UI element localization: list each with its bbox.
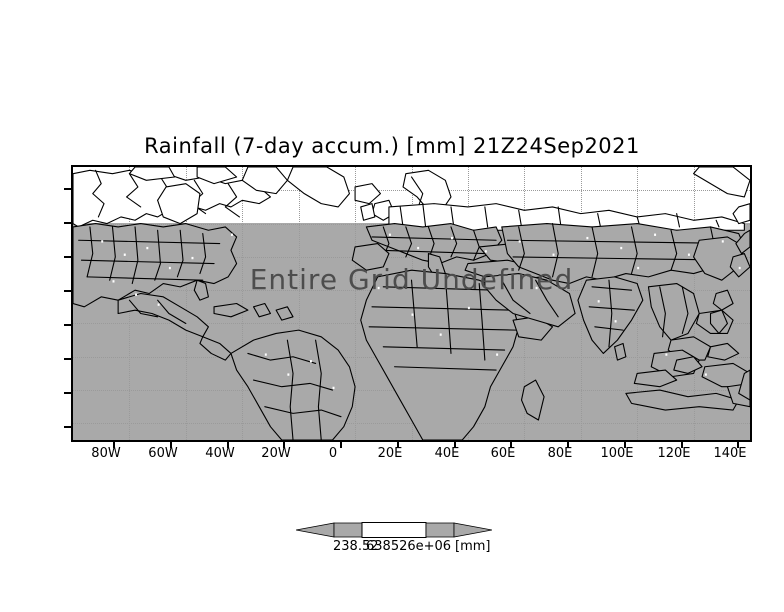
x-tick-label: 40W: [205, 446, 235, 461]
colorbar-units: [mm]: [455, 539, 491, 554]
x-tick-label: 0: [328, 446, 338, 461]
x-tick-label: 80E: [547, 446, 573, 461]
colorbar-swatch: [296, 522, 492, 538]
x-tick-label: 60W: [148, 446, 178, 461]
speckle-dots: [101, 233, 741, 390]
x-tick-label: 20W: [261, 446, 291, 461]
x-tick-label: 140E: [713, 446, 747, 461]
coastline-overlay: [73, 167, 750, 440]
colorbar-labels: 238.52 638526e+06 [mm]: [0, 539, 784, 559]
colorbar-right-value: 638526e+06: [366, 539, 452, 554]
map-clip: Entire Grid Undefined: [73, 167, 750, 440]
x-tick-label: 20E: [377, 446, 403, 461]
page-title: Rainfall (7-day accum.) [mm] 21Z24Sep202…: [144, 134, 640, 158]
x-tick-label: 100E: [600, 446, 634, 461]
map-plot-area: Entire Grid Undefined: [71, 165, 752, 442]
colorbar: [296, 518, 492, 542]
x-tick-label: 60E: [490, 446, 516, 461]
x-tick-label: 40E: [434, 446, 460, 461]
colorbar-left-value: 238.52: [333, 539, 379, 554]
x-tick-label: 80W: [91, 446, 121, 461]
x-tick-label: 120E: [657, 446, 691, 461]
